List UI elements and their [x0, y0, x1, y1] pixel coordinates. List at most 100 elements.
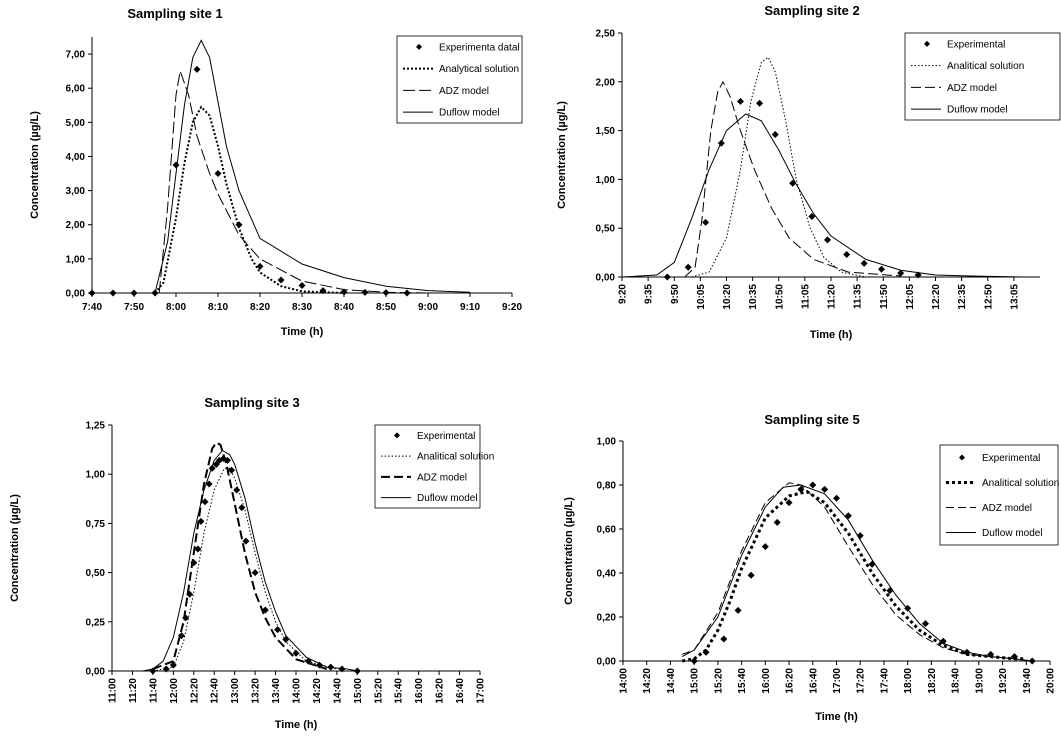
data-point — [274, 626, 282, 634]
data-point — [162, 665, 170, 673]
x-tick-label: 10:50 — [774, 284, 785, 310]
x-tick-label: 7:40 — [82, 302, 102, 313]
series-line — [691, 56, 866, 278]
data-point — [785, 499, 793, 507]
data-point — [809, 481, 817, 489]
data-point — [897, 269, 905, 277]
data-point — [771, 131, 779, 139]
chart: Sampling site 1 0,00 1,00 2,00 3,00 4,00 5,00 6… — [29, 6, 522, 338]
data-point — [844, 512, 852, 520]
x-tick-label: 10:35 — [748, 284, 759, 310]
x-tick-label: 14:20 — [312, 678, 323, 704]
x-tick-label: 8:30 — [292, 302, 312, 313]
x-tick-label: 8:40 — [334, 302, 354, 313]
y-tick-label: 0,60 — [597, 525, 617, 536]
x-tick-label: 9:50 — [670, 284, 681, 304]
data-point — [193, 65, 201, 73]
series-line — [152, 467, 338, 672]
x-tick-label: 16:20 — [435, 678, 446, 704]
data-point — [292, 649, 300, 657]
x-tick-label: 11:20 — [827, 284, 838, 309]
x-tick-label: 16:40 — [455, 678, 466, 704]
data-point — [238, 504, 246, 512]
y-tick-label: 0,50 — [86, 568, 106, 579]
x-tick-label: 10:05 — [696, 284, 707, 310]
x-tick-label: 15:00 — [353, 678, 364, 704]
y-tick-label: 0,40 — [597, 569, 617, 580]
x-tick-label: 11:40 — [148, 678, 159, 703]
x-tick-label: 19:20 — [998, 668, 1009, 694]
x-tick-label: 16:40 — [808, 668, 819, 694]
legend-marker — [959, 454, 965, 461]
y-axis-label: Concentration (µg/L) — [556, 101, 568, 209]
data-point — [212, 460, 220, 468]
series-line — [682, 482, 1015, 660]
data-point — [702, 218, 710, 226]
data-point — [878, 265, 886, 273]
legend-box — [939, 444, 1059, 546]
data-point — [338, 665, 346, 673]
x-tick-label: 8:00 — [166, 302, 186, 313]
legend-label: Analitical solution — [982, 478, 1059, 489]
data-point — [756, 99, 764, 107]
data-point — [256, 262, 264, 270]
chart: Sampling site 3 0,00 0,25 0,50 0,75 1,00 1,25 1… — [9, 395, 494, 731]
x-tick-label: 13:20 — [251, 678, 262, 704]
x-tick-label: 12:50 — [983, 284, 994, 310]
data-point — [251, 569, 259, 577]
chart-title: Sampling site 3 — [204, 395, 299, 410]
x-axis-label: Time (h) — [281, 326, 324, 338]
x-tick-label: 14:20 — [642, 668, 653, 694]
legend-label: ADZ model — [417, 472, 467, 483]
x-tick-label: 16:00 — [761, 668, 772, 694]
x-tick-label: 9:20 — [618, 284, 629, 304]
y-tick-label: 0,00 — [596, 273, 616, 284]
x-tick-label: 12:35 — [957, 284, 968, 310]
legend-label: Experimental — [417, 431, 475, 442]
y-tick-label: 1,00 — [66, 254, 86, 265]
data-point — [172, 161, 180, 169]
data-point — [130, 289, 138, 297]
y-axis-label: Concentration (µg/L) — [29, 111, 41, 219]
x-tick-label: 9:20 — [502, 302, 522, 313]
data-point — [242, 537, 250, 545]
y-tick-label: 1,00 — [86, 470, 106, 481]
x-tick-label: 17:00 — [476, 678, 487, 704]
chart-title: Sampling site 1 — [127, 6, 222, 21]
x-tick-label: 15:00 — [690, 668, 701, 694]
x-tick-label: 11:00 — [108, 678, 119, 703]
x-tick-label: 14:00 — [619, 668, 630, 694]
y-tick-label: 1,50 — [596, 126, 616, 137]
x-tick-label: 18:00 — [903, 668, 914, 694]
x-tick-label: 13:05 — [1009, 284, 1020, 310]
x-tick-label: 14:40 — [332, 678, 343, 704]
y-axis-label: Concentration (µg/L) — [563, 497, 575, 605]
y-tick-label: 3,00 — [66, 186, 86, 197]
y-tick-label: 0,50 — [596, 224, 616, 235]
x-tick-label: 12:20 — [931, 284, 942, 310]
data-point — [88, 289, 96, 297]
y-tick-label: 1,25 — [86, 421, 106, 432]
y-axis-label: Concentration (µg/L) — [9, 494, 21, 602]
y-tick-label: 4,00 — [66, 152, 86, 163]
y-tick-label: 2,00 — [596, 77, 616, 88]
data-point — [340, 288, 348, 296]
data-point — [361, 288, 369, 296]
legend-label: Analitical solution — [417, 452, 494, 463]
series-line — [142, 449, 358, 672]
data-point — [761, 543, 769, 551]
x-tick-label: 13:40 — [271, 678, 282, 704]
y-tick-label: 0,25 — [86, 617, 106, 628]
data-point — [808, 212, 816, 220]
y-tick-label: 5,00 — [66, 118, 86, 129]
series-line — [158, 69, 429, 294]
y-tick-label: 2,00 — [66, 220, 86, 231]
legend-label: ADZ model — [439, 86, 489, 97]
legend-label: Duflow model — [947, 105, 1008, 116]
data-point — [233, 486, 241, 494]
x-tick-label: 20:00 — [1046, 668, 1057, 694]
series-line — [682, 484, 1033, 662]
x-tick-label: 9:35 — [644, 284, 655, 304]
x-axis-label: Time (h) — [815, 711, 858, 723]
